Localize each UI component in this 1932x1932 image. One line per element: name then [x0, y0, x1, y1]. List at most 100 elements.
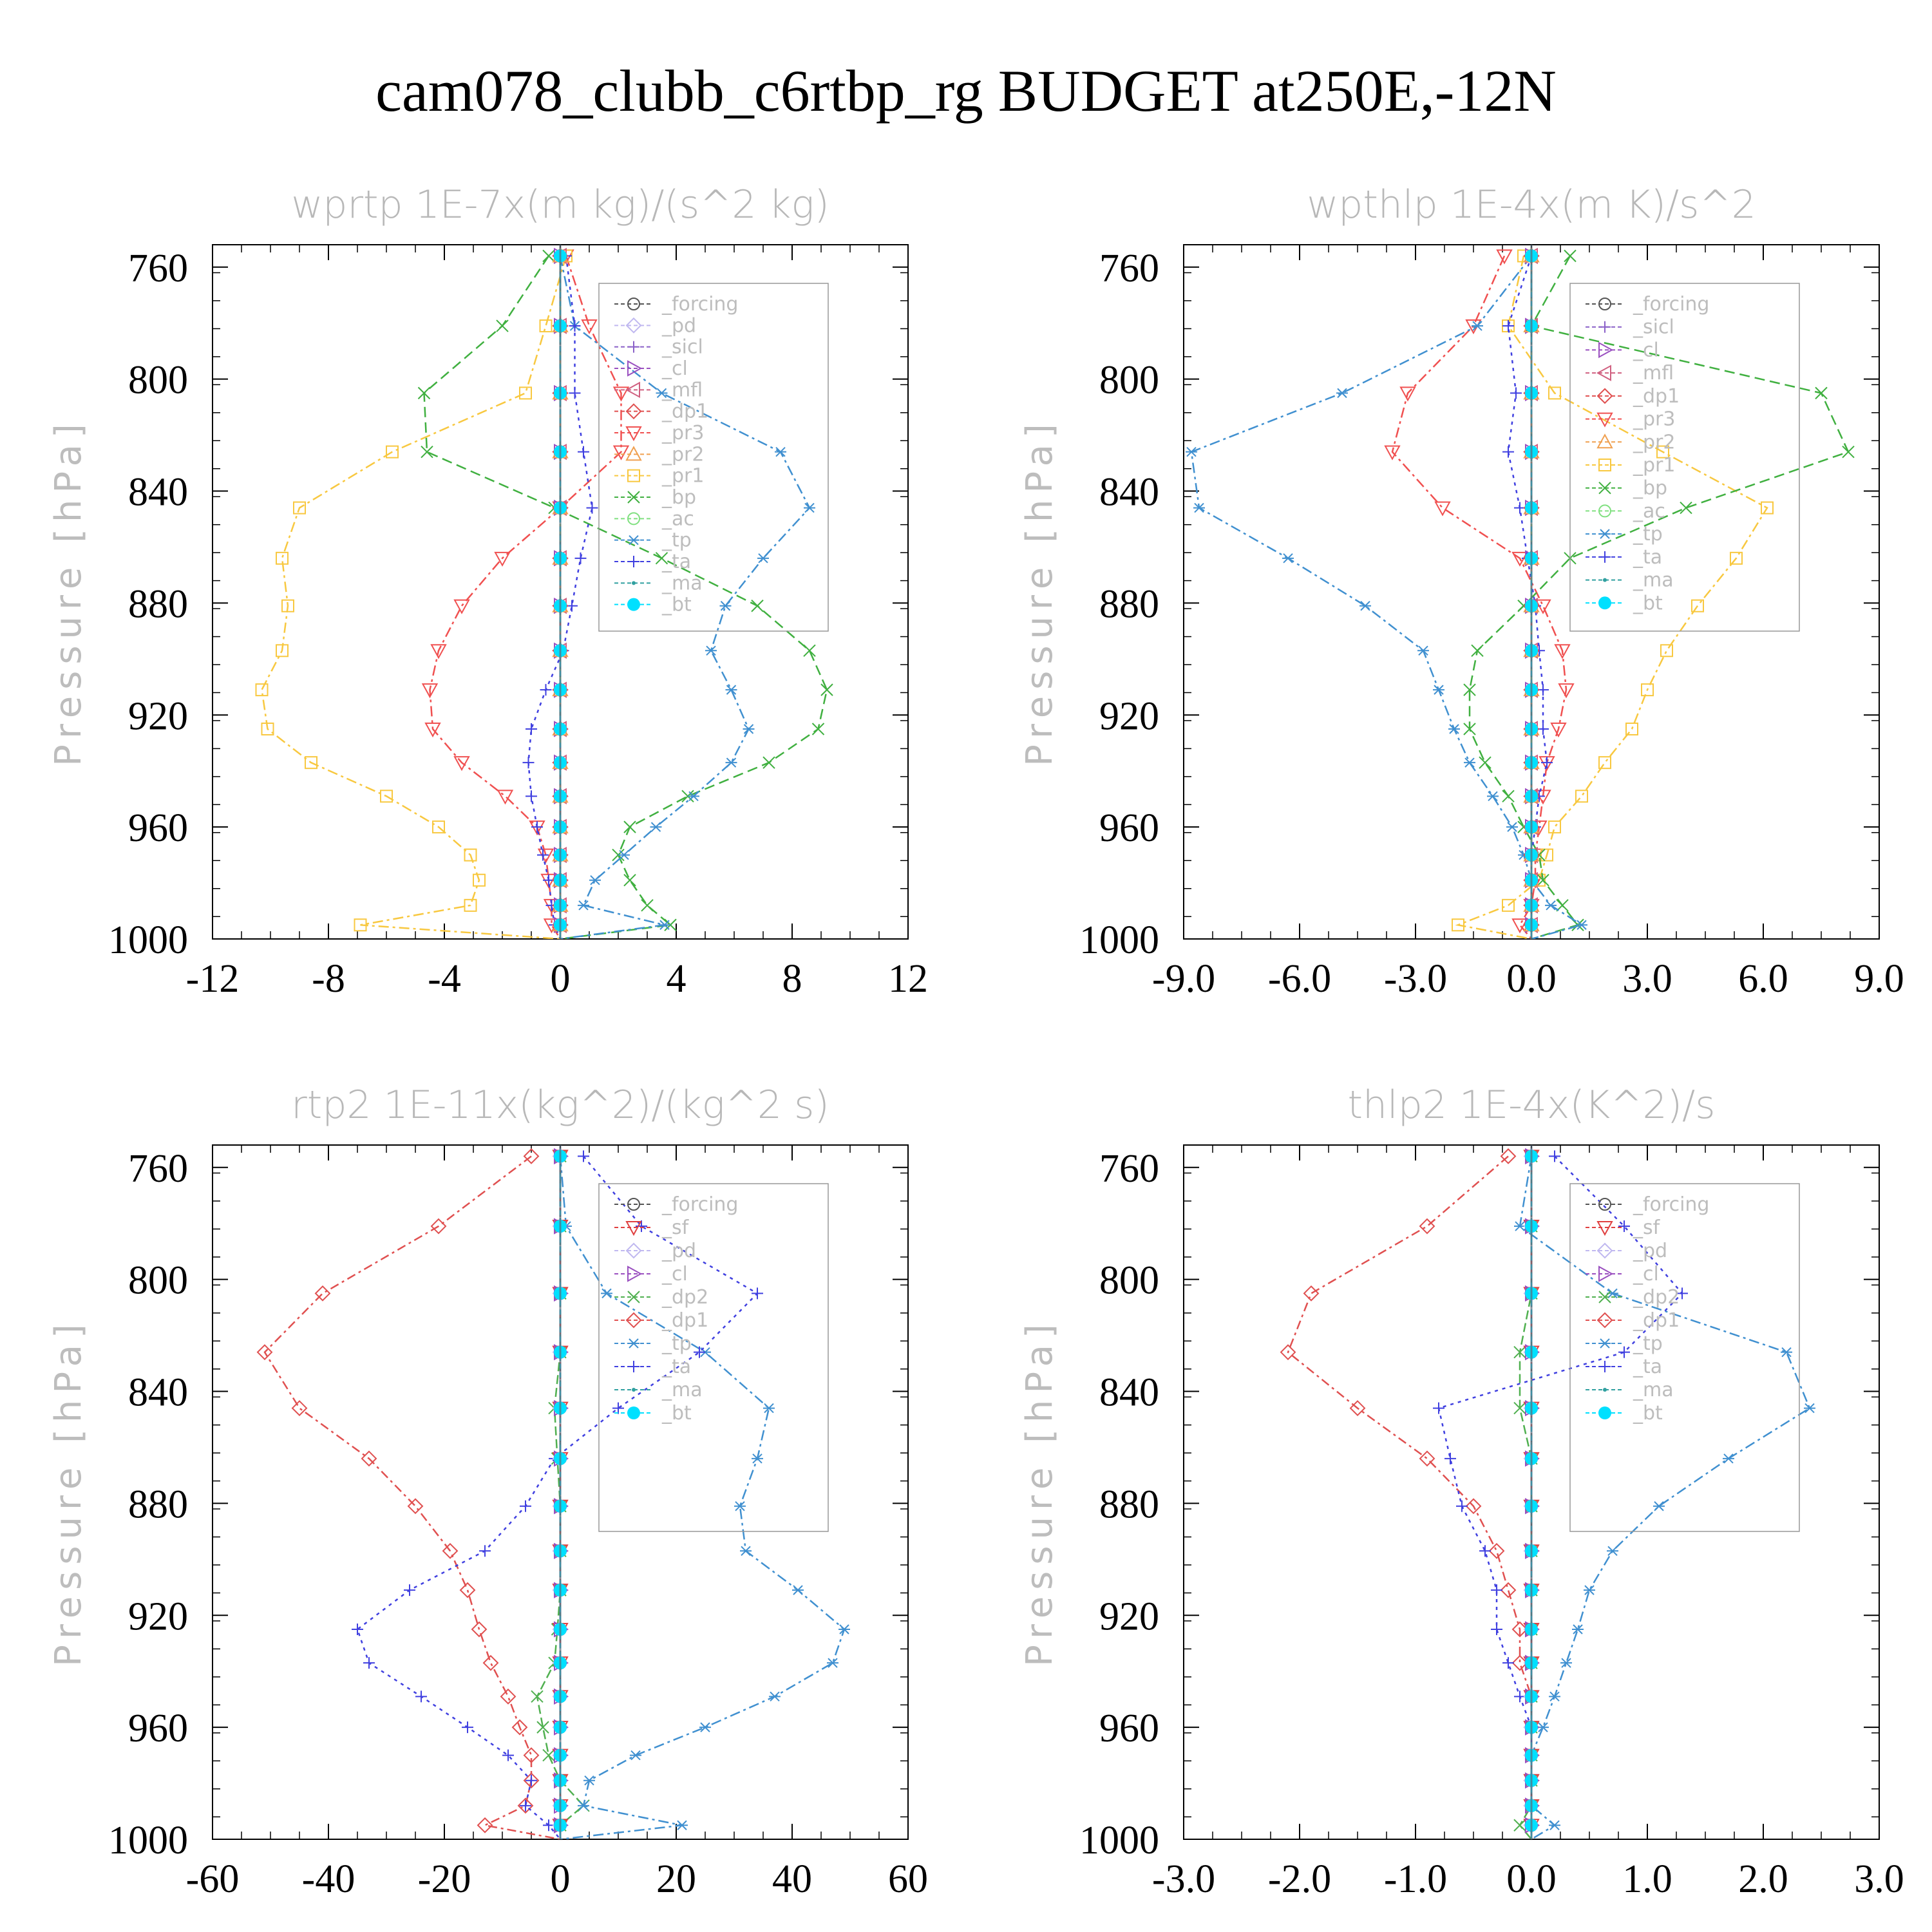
y-axis-label: Pressure [hPa] [1019, 1318, 1061, 1667]
x-tick-label: -3.0 [1384, 957, 1447, 1001]
series-line-dp1 [1287, 1155, 1533, 1839]
data-point-bp [1556, 899, 1569, 912]
legend-label: _dp1 [1633, 385, 1680, 408]
data-point-pr3 [494, 551, 511, 567]
legend-label: _bt [1633, 592, 1663, 614]
legend-marker [1596, 1242, 1613, 1259]
y-tick-label: 840 [128, 1371, 188, 1415]
y-tick-label: 760 [128, 247, 188, 290]
legend-label: _cl [661, 357, 688, 380]
legend-label: _mfl [661, 379, 703, 401]
y-tick-label: 920 [1099, 694, 1159, 738]
legend-label: _dp1 [661, 1309, 708, 1332]
data-point-ta [462, 1721, 473, 1734]
legend-marker [1598, 1265, 1614, 1282]
series-line-ta [1437, 1155, 1683, 1839]
data-point-dp1 [407, 1498, 424, 1515]
x-tick-label: 6.0 [1738, 957, 1788, 1001]
data-point-tp [705, 645, 717, 656]
data-point-bp [1680, 501, 1692, 515]
data-point-tp [763, 1403, 775, 1414]
data-point-ta [1502, 320, 1514, 332]
legend-marker [627, 469, 640, 482]
legend-label: _ac [661, 507, 694, 530]
data-point-dp1 [314, 1285, 331, 1302]
data-point-ta [1510, 387, 1522, 399]
x-tick-label: 12 [888, 957, 928, 1001]
data-point-ta [1444, 1452, 1456, 1464]
series-line-tp [559, 1156, 846, 1839]
series-line-bp [423, 255, 828, 939]
y-tick-label: 760 [128, 1147, 188, 1191]
x-tick-label: 20 [656, 1857, 696, 1901]
legend-label: _ac [1633, 500, 1665, 522]
data-point-tp [656, 388, 668, 399]
data-point-dp1 [1419, 1218, 1435, 1235]
y-tick-label: 960 [128, 806, 188, 850]
y-tick-label: 880 [1099, 582, 1159, 626]
x-tick-label: -12 [186, 957, 240, 1001]
data-point-pr3 [581, 319, 598, 335]
legend-marker [627, 298, 640, 310]
legend-marker [625, 1242, 642, 1259]
data-point-tp [1560, 1658, 1572, 1668]
x-tick-label: 0 [551, 957, 571, 1001]
y-axis-label: Pressure [hPa] [48, 417, 90, 766]
series-line-dp1 [263, 1155, 561, 1839]
data-point-ta [1491, 1623, 1502, 1635]
data-point-tp [1584, 1585, 1595, 1595]
data-point-pr1 [1730, 551, 1743, 565]
y-tick-label: 800 [128, 359, 188, 402]
data-point-dp1 [1511, 1621, 1528, 1638]
data-point-pr1 [305, 756, 317, 770]
data-point-ta [520, 1799, 531, 1812]
legend-marker [628, 341, 639, 353]
legend-marker [627, 598, 640, 611]
x-tick-label: 60 [888, 1857, 928, 1901]
y-tick-label: 960 [128, 1707, 188, 1750]
legend-label: _forcing [661, 1193, 738, 1216]
legend-marker [1596, 1221, 1613, 1236]
x-tick-label: 40 [772, 1857, 812, 1901]
data-point-pr1 [1502, 898, 1515, 912]
legend-label: _dp1 [661, 401, 708, 423]
legend-marker [628, 1361, 639, 1372]
data-point-tp [1433, 685, 1444, 695]
legend-label: _pr3 [661, 422, 704, 444]
series-line-ta [356, 1155, 759, 1839]
data-point-tp [827, 1658, 838, 1668]
data-point-ta [586, 502, 598, 514]
data-point-pr1 [293, 501, 306, 515]
data-point-ta [479, 1545, 491, 1557]
series-line-tp [559, 256, 811, 939]
y-axis-label: Pressure [hPa] [48, 1318, 90, 1667]
data-point-tp [792, 1585, 804, 1595]
data-point-pr1 [464, 848, 477, 862]
y-tick-label: 1000 [1079, 918, 1159, 962]
series-line-pr1 [261, 256, 567, 939]
data-point-ta [578, 446, 589, 458]
series-line-pr1 [1455, 256, 1768, 939]
data-point-tp [775, 446, 786, 457]
x-tick-label: 0.0 [1506, 1857, 1557, 1901]
legend-label: _bt [1633, 1402, 1663, 1425]
legend-marker [627, 512, 640, 526]
x-tick-label: -40 [302, 1857, 355, 1901]
data-point-ta [752, 1287, 763, 1300]
legend-marker [1603, 578, 1607, 582]
data-point-tp [1549, 1820, 1560, 1830]
legend-marker [1598, 504, 1611, 518]
data-point-tp [725, 685, 737, 695]
y-tick-label: 840 [1099, 1371, 1159, 1415]
data-point-pr3 [1399, 386, 1416, 402]
legend-label: _sf [1633, 1217, 1661, 1239]
data-point-bp [421, 445, 433, 459]
legend-marker [1598, 459, 1611, 471]
data-point-pr1 [1452, 918, 1464, 932]
legend-marker [625, 317, 642, 334]
data-point-tp [1653, 1501, 1665, 1511]
data-point-ta [1456, 1500, 1468, 1512]
data-point-pr3 [612, 386, 630, 402]
data-point-ta [1618, 1220, 1630, 1233]
